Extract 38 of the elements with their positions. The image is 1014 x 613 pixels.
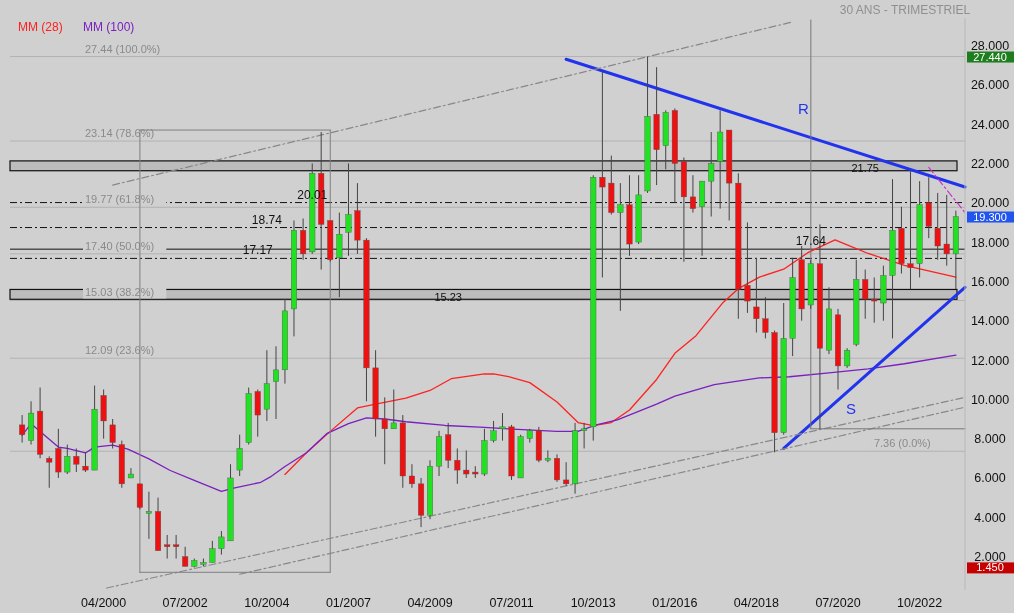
series-label: S: [846, 400, 857, 418]
y-tick-label: 26.000: [970, 78, 1010, 93]
y-tick-label: 24.000: [970, 117, 1010, 132]
y-tick-label: 19.300: [973, 210, 1007, 223]
y-tick-label: 18.000: [970, 235, 1010, 250]
y-tick-label: 4.000: [974, 510, 1006, 525]
annotation: 17.64: [795, 234, 827, 249]
x-tick-label: 10/2022: [897, 596, 943, 610]
y-tick-label: 6.000: [974, 471, 1006, 486]
ref-line-label: 19.77 (61.8%): [85, 193, 155, 206]
ref-line-label: 17.40 (50.0%): [85, 239, 155, 252]
y-tick-label: 10.000: [970, 392, 1010, 407]
y-tick-label: 12.000: [970, 353, 1010, 368]
ref-line-label: 15.03 (38.2%): [85, 286, 155, 299]
chart-title: 30 ANS - TRIMESTRIEL: [839, 3, 971, 17]
series-label: R: [798, 100, 810, 118]
x-tick-label: 04/2009: [407, 596, 453, 610]
y-tick-label: 16.000: [970, 274, 1010, 289]
x-tick-label: 04/2000: [81, 596, 127, 610]
x-tick-label: 07/2002: [162, 596, 208, 610]
x-tick-label: 07/2020: [815, 596, 861, 610]
y-tick-label: 14.000: [970, 314, 1010, 329]
x-tick-label: 04/2018: [733, 596, 780, 610]
y-tick-label: 20.000: [970, 196, 1010, 211]
x-tick-label: 10/2013: [570, 596, 616, 610]
x-tick-label: 01/2016: [652, 596, 698, 610]
x-tick-label: 07/2011: [489, 596, 534, 610]
ref-line-label: 12.09 (23.6%): [85, 344, 155, 357]
y-tick-label: 8.000: [974, 432, 1006, 447]
y-tick-label: 22.000: [970, 156, 1010, 171]
text: MM (100): [83, 20, 135, 34]
y-tick-label: 1.450: [976, 561, 1004, 574]
annotation: 18.74: [251, 212, 283, 227]
ref-line-label: 27.44 (100.0%): [85, 42, 161, 55]
ref-line-label: 7.36 (0.0%): [873, 437, 931, 450]
text: MM (28): [18, 20, 63, 34]
x-tick-label: 01/2007: [325, 596, 372, 610]
x-tick-label: 10/2004: [244, 596, 290, 610]
